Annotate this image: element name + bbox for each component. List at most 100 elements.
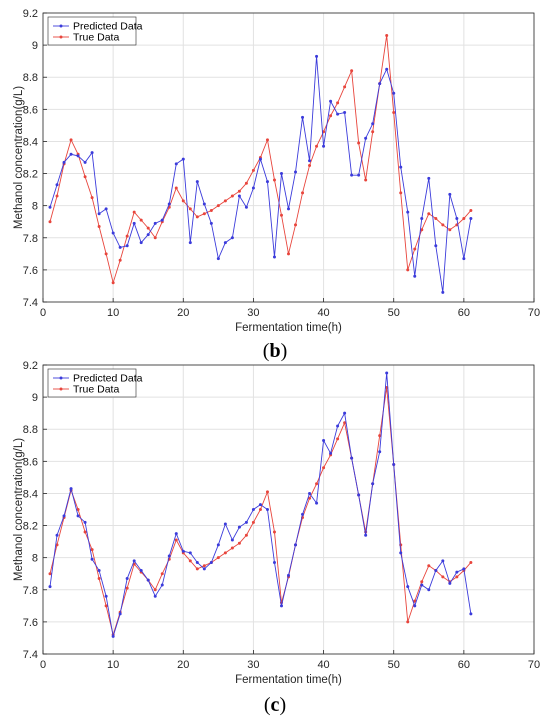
- x-tick-label: 30: [247, 659, 259, 671]
- predicted-data-point: [202, 567, 206, 571]
- true-data-point: [441, 223, 445, 227]
- true-data-point: [301, 191, 305, 195]
- predicted-data-point: [104, 207, 108, 211]
- true-data-point: [90, 196, 94, 200]
- true-data-point: [336, 101, 340, 105]
- y-tick-label: 8.8: [23, 424, 38, 436]
- predicted-data-point: [427, 588, 431, 592]
- true-data-point: [160, 572, 164, 576]
- legend-label-true: True Data: [73, 384, 119, 396]
- predicted-data-point: [336, 424, 340, 428]
- true-data-point: [315, 482, 319, 486]
- x-tick-label: 70: [528, 307, 540, 319]
- predicted-data-point: [462, 567, 466, 571]
- y-tick-label: 8.2: [23, 169, 38, 181]
- true-data-point: [251, 520, 255, 524]
- y-tick-label: 8: [32, 201, 38, 213]
- legend-label-predicted: Predicted Data: [73, 21, 143, 33]
- predicted-data-point: [132, 221, 136, 225]
- predicted-data-point: [62, 160, 66, 164]
- true-data-point: [83, 175, 87, 179]
- y-tick-label: 8.6: [23, 104, 38, 116]
- predicted-data-point: [90, 151, 94, 155]
- true-data-point: [223, 551, 227, 555]
- true-data-point: [188, 207, 192, 211]
- x-axis-label: Fermentation time(h): [235, 674, 342, 686]
- true-data-point: [188, 559, 192, 563]
- predicted-data-point: [357, 173, 361, 177]
- predicted-data-point: [69, 152, 73, 156]
- predicted-data-point: [392, 463, 396, 467]
- y-tick-label: 9: [32, 392, 38, 404]
- x-tick-label: 40: [317, 307, 329, 319]
- true-data-point: [364, 178, 368, 182]
- predicted-data-point: [301, 512, 305, 516]
- true-data-point: [287, 252, 290, 256]
- true-data-point: [230, 194, 234, 198]
- y-tick-label: 8.4: [23, 488, 38, 500]
- predicted-data-point: [371, 482, 375, 486]
- true-data-point: [441, 575, 445, 579]
- true-data-point: [427, 564, 431, 568]
- predicted-data-point: [265, 508, 269, 511]
- true-data-point: [371, 130, 375, 134]
- predicted-data-point: [420, 583, 424, 587]
- true-data-point: [132, 210, 136, 214]
- true-data-point: [83, 530, 87, 534]
- predicted-data-point: [251, 186, 255, 190]
- x-axis-label: Fermentation time(h): [235, 322, 342, 334]
- true-data-point: [90, 548, 94, 552]
- predicted-data-point: [308, 491, 312, 495]
- true-data-point: [48, 572, 52, 576]
- true-data-point: [469, 208, 473, 212]
- predicted-data-point: [406, 585, 410, 589]
- true-data-point: [399, 191, 403, 195]
- predicted-data-point: [139, 241, 143, 245]
- predicted-data-point: [167, 202, 171, 206]
- y-tick-label: 9.2: [23, 360, 38, 372]
- true-data-point: [265, 138, 269, 142]
- y-tick-label: 7.6: [23, 265, 38, 277]
- legend-marker-true: [59, 35, 63, 39]
- predicted-data-point: [364, 136, 368, 140]
- predicted-data-point: [287, 207, 290, 211]
- predicted-data-point: [160, 218, 164, 222]
- predicted-data-point: [343, 111, 347, 115]
- predicted-data-point: [448, 192, 452, 196]
- true-data-point: [329, 114, 333, 118]
- predicted-data-point: [455, 570, 459, 574]
- predicted-data-point: [420, 217, 424, 221]
- predicted-data-point: [118, 612, 122, 616]
- predicted-data-point: [90, 557, 94, 561]
- predicted-data-point: [329, 99, 333, 103]
- true-data-point: [336, 437, 340, 441]
- true-data-point: [230, 546, 234, 550]
- predicted-data-point: [216, 257, 220, 261]
- predicted-data-point: [462, 257, 466, 261]
- predicted-data-point: [279, 172, 283, 176]
- true-data-point: [174, 538, 178, 542]
- predicted-data-point: [139, 569, 143, 573]
- predicted-data-point: [209, 560, 213, 564]
- x-tick-label: 10: [107, 659, 119, 671]
- predicted-data-point: [315, 54, 319, 58]
- predicted-data-point: [181, 549, 185, 553]
- predicted-data-point: [104, 594, 108, 598]
- true-data-point: [343, 421, 347, 425]
- predicted-data-point: [111, 634, 115, 638]
- true-data-point: [420, 580, 424, 584]
- y-axis-label: Methanol concentration(g/L): [13, 86, 25, 229]
- predicted-data-point: [399, 165, 403, 169]
- predicted-data-point: [216, 543, 220, 547]
- true-data-point: [153, 236, 157, 240]
- predicted-data-point: [223, 241, 227, 245]
- predicted-data-point: [188, 241, 192, 245]
- predicted-data-point: [237, 194, 241, 198]
- predicted-data-point: [258, 503, 262, 507]
- true-data-point: [76, 508, 80, 511]
- true-data-point: [69, 138, 73, 142]
- true-data-point: [202, 564, 206, 568]
- legend-marker-predicted: [59, 376, 63, 380]
- predicted-data-point: [125, 577, 129, 581]
- plot-area: [43, 13, 534, 302]
